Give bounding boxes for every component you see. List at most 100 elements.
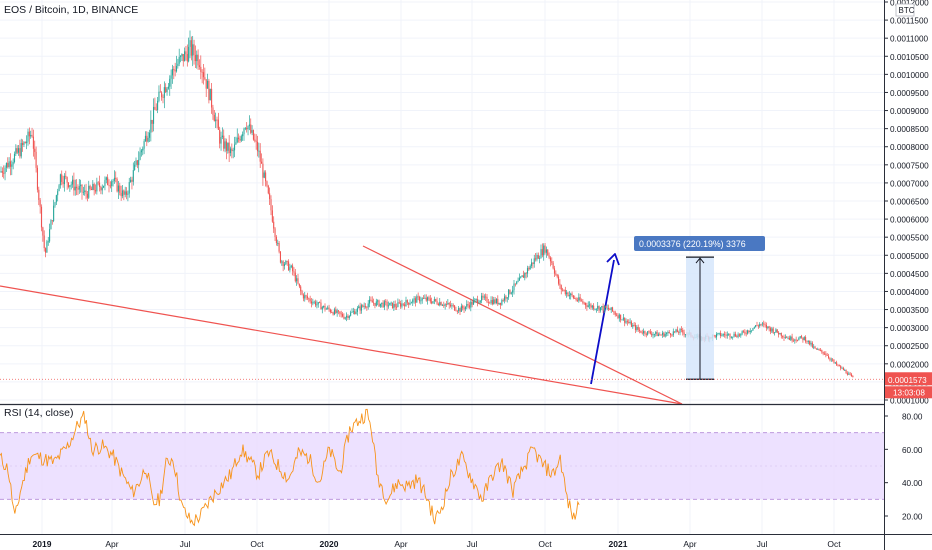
- candle-body: [278, 242, 280, 252]
- candle-body: [660, 334, 662, 336]
- candle-body: [537, 255, 539, 259]
- candle-body: [775, 329, 777, 333]
- candle-body: [437, 303, 439, 306]
- candle-body: [597, 305, 599, 309]
- candle-body: [63, 175, 65, 185]
- candle-body: [30, 134, 32, 137]
- candle-body: [568, 295, 570, 297]
- candle-body: [499, 302, 502, 305]
- candle-body: [321, 307, 323, 310]
- candle-body: [215, 119, 217, 122]
- candle-body: [448, 303, 450, 305]
- candle-body: [97, 182, 99, 184]
- candle-body: [81, 184, 83, 193]
- candle-body: [830, 359, 832, 361]
- candle-body: [580, 300, 583, 302]
- candle-body: [216, 119, 218, 121]
- candle-body: [305, 295, 307, 297]
- candle-body: [540, 249, 542, 259]
- candle-body: [146, 135, 148, 142]
- candle-body: [69, 185, 71, 188]
- candle-body: [379, 303, 381, 307]
- candle-body: [221, 135, 223, 138]
- candle-body: [846, 373, 848, 375]
- candle-body: [344, 317, 346, 319]
- price-tick-label: 0.0006000: [890, 216, 929, 225]
- candle-body: [548, 255, 550, 258]
- candle-body: [343, 316, 345, 319]
- candle-body: [605, 305, 607, 308]
- candle-body: [729, 333, 731, 338]
- candle-body: [792, 340, 794, 342]
- candle-body: [333, 309, 335, 315]
- candle-body: [722, 334, 724, 336]
- candle-body: [436, 300, 438, 304]
- time-tick-label: 2021: [609, 539, 628, 549]
- candle-body: [834, 362, 836, 364]
- candle-body: [115, 177, 117, 180]
- candle-body: [319, 302, 321, 303]
- candle-body: [304, 295, 306, 299]
- candle-body: [186, 53, 188, 62]
- candle-body: [625, 321, 627, 323]
- candle-body: [749, 330, 751, 332]
- candle-body: [655, 331, 657, 334]
- candle-body: [354, 311, 356, 315]
- candle-body: [74, 186, 76, 191]
- candle-body: [34, 148, 36, 152]
- candle-body: [401, 303, 403, 307]
- candle-body: [84, 190, 86, 192]
- candle-body: [445, 304, 448, 305]
- candle-body: [549, 257, 551, 262]
- candle-body: [494, 299, 496, 304]
- candle-body: [324, 305, 326, 310]
- candle-body: [559, 283, 561, 286]
- candle-body: [396, 306, 398, 308]
- candle-body: [153, 106, 155, 124]
- candle-body: [571, 293, 573, 296]
- candle-body: [666, 333, 668, 335]
- candle-body: [298, 283, 300, 287]
- candle-body: [246, 127, 248, 130]
- candle-body: [147, 137, 149, 142]
- candle-body: [512, 290, 514, 293]
- candle-body: [566, 292, 568, 295]
- candle-body: [373, 302, 375, 304]
- candle-body: [634, 325, 637, 331]
- candle-body: [799, 336, 801, 338]
- candle-body: [315, 301, 317, 306]
- candle-body: [502, 300, 504, 301]
- candle-body: [521, 275, 523, 277]
- candle-body: [406, 300, 408, 303]
- candle-body: [481, 295, 483, 301]
- candle-body: [810, 342, 812, 345]
- candle-body: [464, 306, 466, 310]
- candle-body: [644, 331, 646, 334]
- candle-body: [535, 258, 537, 260]
- price-tick-label: 0.0011500: [890, 17, 929, 26]
- candle-body: [794, 339, 796, 341]
- candle-body: [420, 300, 422, 302]
- candle-body: [675, 329, 677, 332]
- candle-body: [224, 141, 226, 149]
- candle-body: [572, 295, 574, 299]
- candle-body: [545, 249, 547, 253]
- candle-body: [651, 333, 653, 336]
- candle-body: [86, 193, 88, 198]
- candle-body: [238, 137, 240, 140]
- candle-body: [526, 268, 529, 274]
- candle-body: [92, 184, 94, 190]
- candle-body: [714, 335, 716, 338]
- candle-body: [275, 236, 277, 244]
- candle-body: [423, 298, 425, 300]
- candle-body: [734, 333, 736, 337]
- candle-body: [724, 334, 726, 335]
- candle-body: [576, 300, 578, 301]
- candle-body: [385, 301, 387, 303]
- rsi-plot: [0, 408, 580, 527]
- candle-body: [441, 305, 443, 307]
- candle-body: [337, 310, 340, 312]
- candle-body: [398, 302, 400, 304]
- candle-body: [140, 150, 142, 153]
- trend-lines: [0, 245, 683, 405]
